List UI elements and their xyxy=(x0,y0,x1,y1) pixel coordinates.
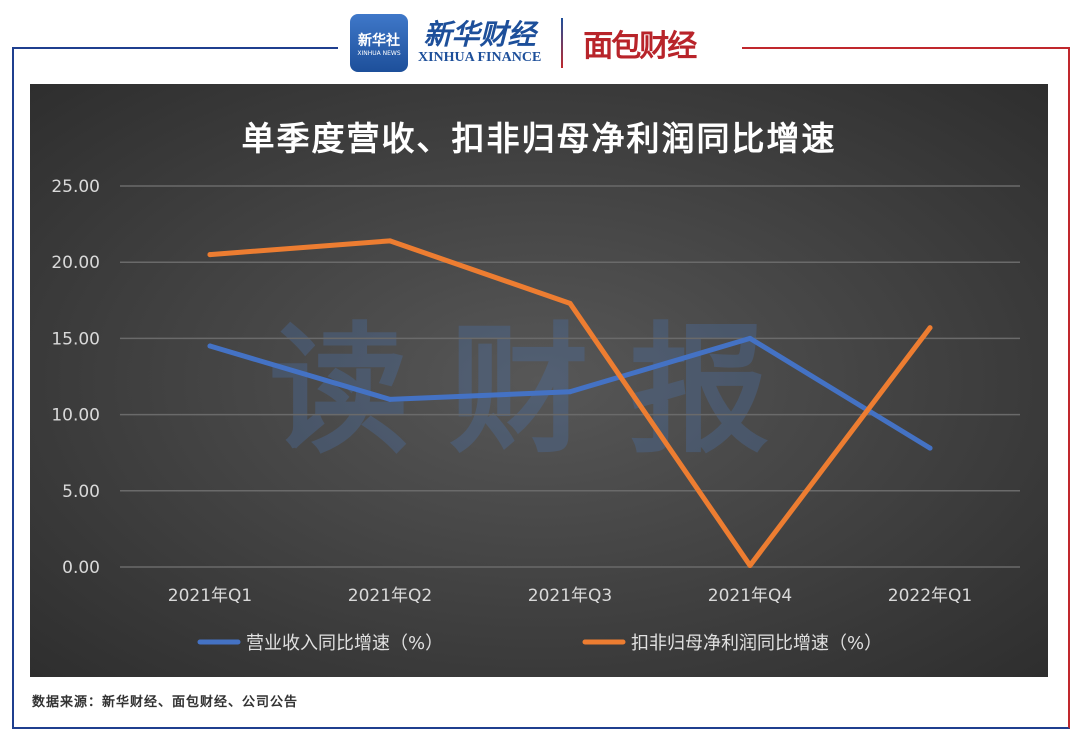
frame-top-right xyxy=(742,47,1068,49)
data-point xyxy=(567,389,573,395)
xinhua-finance-cn: 新华财经 xyxy=(423,18,536,51)
data-point xyxy=(207,252,213,258)
x-tick-label: 2021年Q2 xyxy=(348,586,432,606)
xinhua-badge-en: XINHUA NEWS xyxy=(357,49,401,57)
data-point xyxy=(747,562,753,568)
x-tick-label: 2022年Q1 xyxy=(888,586,972,606)
data-point xyxy=(927,325,933,331)
legend-label: 扣非归母净利润同比增速（%） xyxy=(631,633,882,654)
y-tick-label: 5.00 xyxy=(62,482,100,502)
xinhua-finance-en: XINHUA FINANCE xyxy=(418,50,542,65)
y-tick-label: 25.00 xyxy=(51,177,100,197)
data-point xyxy=(207,343,213,349)
x-tick-label: 2021年Q3 xyxy=(528,586,612,606)
xinhua-finance-logo: 新华财经 XINHUA FINANCE xyxy=(418,20,541,66)
y-tick-label: 15.00 xyxy=(51,329,100,349)
y-tick-label: 0.00 xyxy=(62,558,100,578)
chart-panel: 读财报 0.00 5.00 10.00 15.00 20.00 25.00 2021年Q1 20… xyxy=(30,84,1048,677)
x-tick-label: 2021年Q4 xyxy=(708,586,792,606)
legend-label: 营业收入同比增速（%） xyxy=(246,633,443,654)
logo-divider xyxy=(561,18,564,68)
x-tick-label: 2021年Q1 xyxy=(168,586,252,606)
frame xyxy=(12,47,1070,729)
data-point xyxy=(387,238,393,244)
header-logos: 新华社 XINHUA NEWS 新华财经 XINHUA FINANCE 面包财经 xyxy=(350,12,697,74)
data-source: 数据来源：新华财经、面包财经、公司公告 xyxy=(32,695,299,710)
mianbao-finance-logo: 面包财经 xyxy=(583,29,697,64)
chart-title: 单季度营收、扣非归母净利润同比增速 xyxy=(241,119,837,158)
xinhua-news-logo: 新华社 XINHUA NEWS xyxy=(350,14,408,72)
data-point xyxy=(927,445,933,451)
frame-top-left xyxy=(12,47,338,49)
y-tick-label: 10.00 xyxy=(51,406,100,426)
data-point xyxy=(747,335,753,341)
y-tick-label: 20.00 xyxy=(51,253,100,273)
data-point xyxy=(387,396,393,402)
xinhua-badge-text: 新华社 xyxy=(358,32,400,49)
data-point xyxy=(567,300,573,306)
